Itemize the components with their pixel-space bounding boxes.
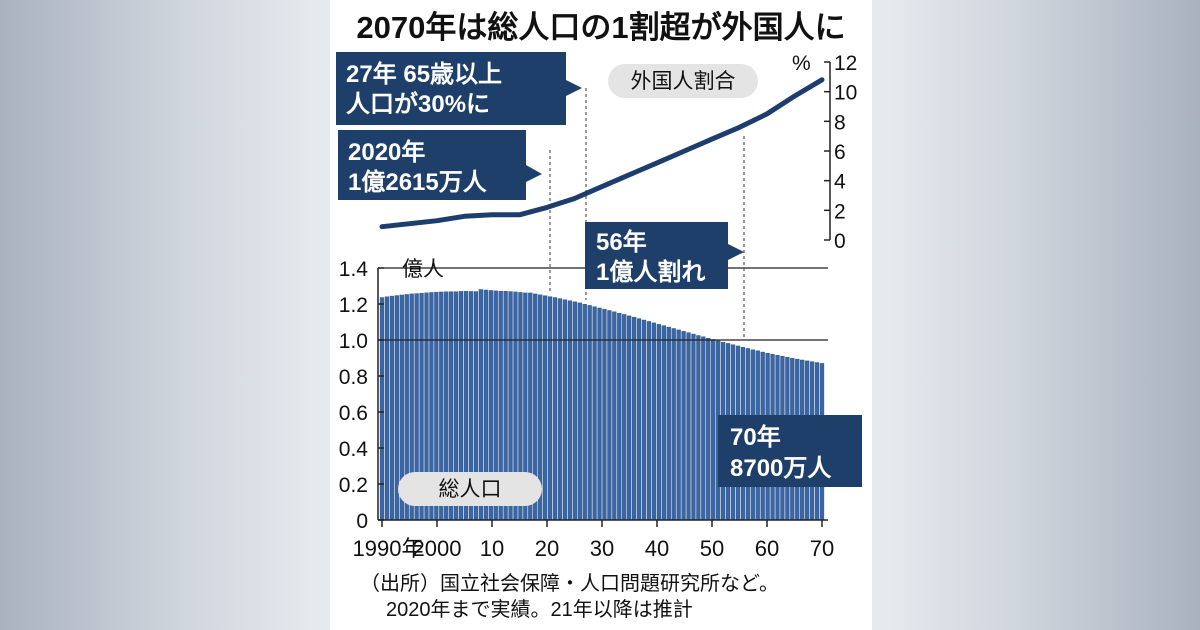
population-bar <box>622 314 627 521</box>
foreign-ratio-line <box>379 77 825 230</box>
pop-tick-label: 0.2 <box>339 474 368 497</box>
population-bar <box>696 335 701 521</box>
pop-x-tick-label: 70 <box>810 536 834 561</box>
ratio-tick-label: 2 <box>834 200 846 223</box>
population-bar <box>552 297 558 521</box>
ratio-tick-label: 6 <box>834 141 846 164</box>
population-bar <box>617 312 622 521</box>
population-unit: 億人 <box>402 258 444 281</box>
ratio-tick-label: 10 <box>834 82 857 105</box>
population-bar <box>632 316 637 521</box>
population-bar <box>587 305 592 521</box>
pop-x-tick-label: 40 <box>645 536 669 561</box>
pop-tick-label: 0.6 <box>339 402 368 425</box>
population-bar <box>577 302 582 521</box>
foreign-ratio-pill: 外国人割合 <box>608 64 758 98</box>
population-bar <box>592 306 597 521</box>
population-bar <box>686 332 691 521</box>
foreign-ratio-label: 外国人割合 <box>631 70 736 93</box>
pop-tick-label: 1.0 <box>339 330 368 353</box>
population-bar <box>567 300 573 521</box>
total-population-label: 総人口 <box>439 478 502 501</box>
callout-2027: 27年 65歳以上 人口が30%に <box>336 52 582 125</box>
chart-panel: 2070年は総人口の1割超が外国人に 0 2 4 6 8 10 12 % 0 0.2 0.4 0.… <box>330 0 872 630</box>
population-bar <box>572 301 577 521</box>
population-bar <box>543 295 548 521</box>
percent-unit: % <box>792 52 811 75</box>
pop-x-tick-label: 10 <box>480 536 504 561</box>
population-bar <box>661 325 666 521</box>
population-bar <box>691 333 696 521</box>
ratio-tick-label: 12 <box>834 52 857 75</box>
population-bar <box>562 299 568 521</box>
population-bar <box>701 336 706 521</box>
callout-2056: 56年 1億人割れ <box>585 222 744 289</box>
population-bar <box>547 296 553 521</box>
population-bar <box>389 295 395 521</box>
ratio-tick-label: 0 <box>834 230 846 253</box>
pop-tick-label: 1.2 <box>339 294 368 317</box>
population-bar <box>641 319 647 521</box>
population-bar <box>379 297 385 521</box>
pop-tick-label: 0.8 <box>339 366 368 389</box>
population-bar <box>656 324 661 521</box>
population-bar <box>671 328 676 521</box>
pop-tick-label: 0.4 <box>339 438 369 461</box>
ratio-tick-label: 8 <box>834 111 846 134</box>
population-bar <box>612 311 617 521</box>
callout-2020: 2020年 1億2615万人 <box>338 130 542 200</box>
source-line1: （出所）国立社会保障・人口問題研究所など。 <box>360 572 779 595</box>
population-bar <box>636 318 642 521</box>
population-bar <box>607 310 612 521</box>
population-bar <box>681 331 686 521</box>
chart-svg: 2070年は総人口の1割超が外国人に 0 2 4 6 8 10 12 % 0 0.2 0.4 0.… <box>336 10 862 621</box>
pop-x-tick-label: 20 <box>535 536 559 561</box>
population-bar <box>676 329 681 521</box>
callout-2020-line2: 1億2615万人 <box>348 168 487 196</box>
callout-2070: 70年 8700万人 <box>718 415 862 487</box>
population-bar <box>666 326 671 521</box>
source-line2: 2020年まで実績。21年以降は推計 <box>386 598 693 621</box>
pop-tick-label: 1.4 <box>339 258 369 281</box>
pop-tick-label: 0 <box>356 510 368 533</box>
pop-x-tick-label: 1990年 <box>353 536 424 561</box>
pop-x-tick-label: 50 <box>700 536 724 561</box>
callout-2056-line2: 1億人割れ <box>596 258 705 286</box>
callout-2070-line1: 70年 <box>730 423 781 451</box>
ratio-tick-label: 4 <box>834 171 846 194</box>
population-bar <box>394 295 399 521</box>
callout-2027-line2: 人口が30%に <box>346 90 490 118</box>
chart-title: 2070年は総人口の1割超が外国人に <box>356 10 845 45</box>
population-bar <box>646 321 652 521</box>
callout-2027-line1: 27年 65歳以上 <box>346 60 502 88</box>
population-bar <box>557 298 563 521</box>
population-bar <box>627 315 632 521</box>
pop-x-tick-label: 30 <box>590 536 614 561</box>
population-bar <box>711 339 716 521</box>
population-bar <box>582 303 587 521</box>
population-bar <box>384 296 390 521</box>
population-bar <box>706 338 711 521</box>
population-bar <box>602 309 607 521</box>
callout-2056-line1: 56年 <box>596 228 647 256</box>
callout-2070-line2: 8700万人 <box>730 455 831 482</box>
foreign-ratio-chart: 0 2 4 6 8 10 12 % <box>379 52 857 253</box>
total-population-pill: 総人口 <box>398 472 542 506</box>
pop-x-tick-label: 60 <box>755 536 779 561</box>
population-bar <box>651 322 657 521</box>
callout-2020-line1: 2020年 <box>348 138 425 166</box>
pop-x-tick-label: 2000 <box>413 536 462 561</box>
